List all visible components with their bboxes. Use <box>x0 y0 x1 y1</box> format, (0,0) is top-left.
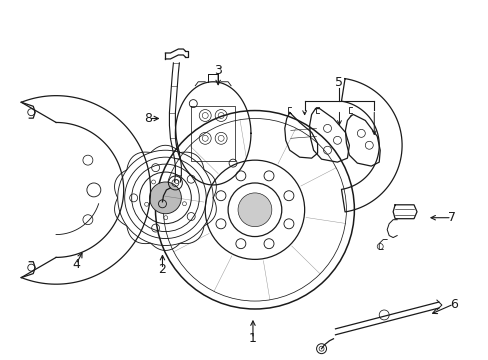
Text: 5: 5 <box>335 76 343 89</box>
Circle shape <box>238 193 271 227</box>
Text: 1: 1 <box>248 332 256 345</box>
Text: 8: 8 <box>144 112 152 125</box>
Text: 2: 2 <box>158 263 166 276</box>
Text: 7: 7 <box>447 211 455 224</box>
Text: 6: 6 <box>449 297 457 311</box>
Text: 4: 4 <box>72 258 80 271</box>
Circle shape <box>149 182 181 214</box>
Text: 3: 3 <box>214 64 222 77</box>
